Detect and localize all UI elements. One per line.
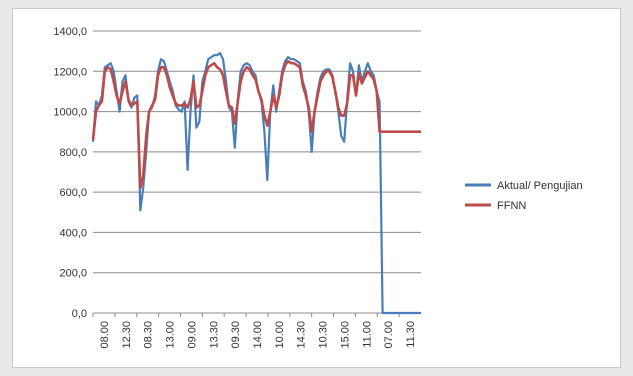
x-tick-label: 07.00	[383, 321, 395, 349]
y-tick-label: 400,0	[59, 227, 87, 239]
legend-label: FFNN	[497, 200, 526, 212]
x-tick-label: 10.30	[318, 321, 330, 349]
x-tick-label: 09.00	[186, 321, 198, 349]
x-tick-label: 12.30	[121, 321, 133, 349]
x-tick-label: 14.00	[252, 321, 264, 349]
x-tick-label: 10.00	[274, 321, 286, 349]
x-tick-label: 13.00	[165, 321, 177, 349]
x-tick-label: 09.30	[230, 321, 242, 349]
y-tick-label: 0,0	[72, 308, 87, 320]
x-tick-label: 08.00	[99, 321, 111, 349]
y-tick-label: 1000,0	[53, 107, 87, 119]
x-tick-label: 13.30	[208, 321, 220, 349]
x-tick-label: 11.30	[405, 321, 417, 348]
x-tick-label: 08.30	[143, 321, 155, 349]
line-chart: 0,0 200,0 400,0 600,0 800,0 1000,0 1200,0 1400,…	[53, 26, 583, 349]
y-tick-label: 1400,0	[53, 26, 87, 38]
y-tick-label: 600,0	[59, 187, 87, 199]
x-tick-label: 14.30	[296, 321, 308, 349]
y-tick-label: 1200,0	[53, 66, 87, 78]
y-tick-label: 200,0	[59, 268, 87, 280]
x-tick-label: 11.00	[361, 321, 373, 348]
legend-label: Aktual/ Pengujian	[497, 180, 583, 192]
x-tick-label: 15.00	[339, 321, 351, 349]
series-line	[91, 59, 421, 190]
y-tick-label: 800,0	[59, 147, 87, 159]
chart-area: 0,0 200,0 400,0 600,0 800,0 1000,0 1200,0 1400,…	[12, 8, 621, 368]
